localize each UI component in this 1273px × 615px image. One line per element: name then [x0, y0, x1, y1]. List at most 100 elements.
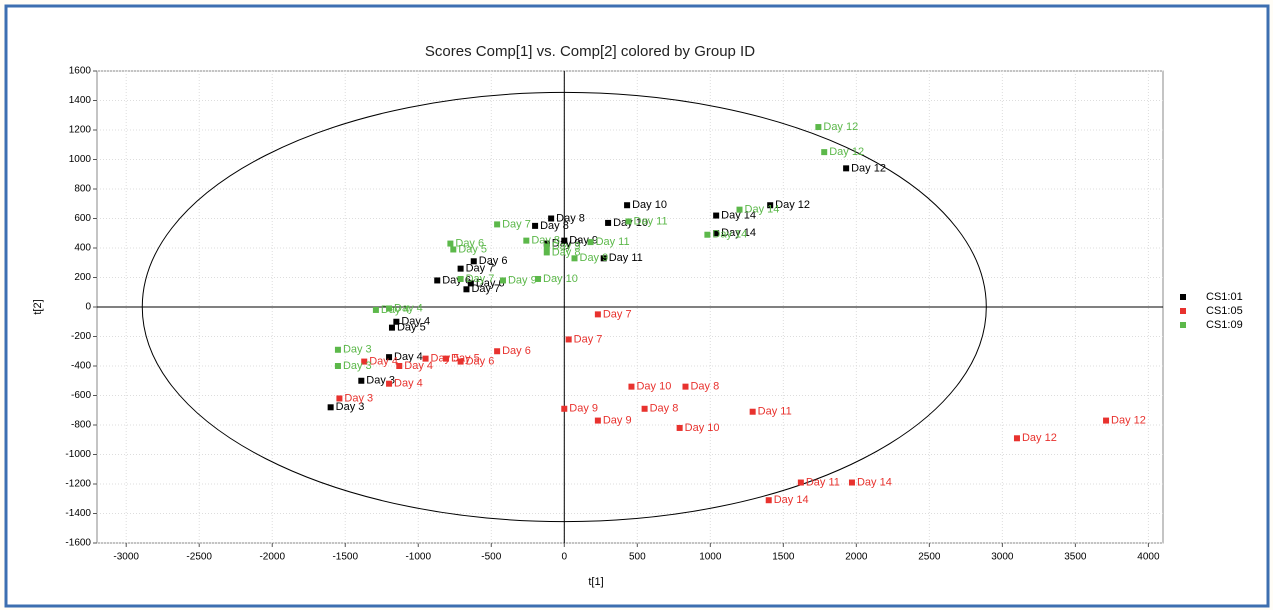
point-label: Day 4	[369, 355, 398, 367]
y-tick-label: 1000	[69, 154, 92, 165]
point	[494, 348, 501, 355]
point	[393, 318, 400, 325]
point	[749, 408, 756, 415]
point-label: Day 7	[471, 283, 500, 295]
point	[523, 237, 530, 244]
point-label: Day 5	[397, 322, 426, 334]
point	[605, 219, 612, 226]
point-label: Day 4	[401, 316, 430, 328]
point-label: Day 7	[574, 333, 603, 345]
x-tick-label: -3000	[113, 552, 139, 563]
point-label: Day 12	[829, 146, 864, 158]
point	[704, 231, 711, 238]
y-tick-label: 200	[74, 272, 91, 283]
y-tick-label: 1600	[69, 66, 92, 77]
point-label: Day 6	[476, 277, 505, 289]
point	[463, 286, 470, 293]
point-label: Day 9	[552, 237, 581, 249]
point-label: Day 7	[502, 218, 531, 230]
point	[565, 336, 572, 343]
point	[821, 149, 828, 156]
point	[797, 479, 804, 486]
point-label: Day 3	[344, 392, 373, 404]
x-tick-label: -1000	[405, 552, 431, 563]
point-label: Day 8	[556, 212, 585, 224]
point	[532, 222, 539, 229]
point-label: Day 11	[609, 252, 643, 264]
point-label: Day 12	[851, 162, 886, 174]
point-label: Day 7	[466, 263, 495, 275]
point-label: Day 8	[650, 403, 679, 415]
point	[447, 240, 454, 247]
point-label: Day 4	[381, 304, 410, 316]
point-label: Day 14	[721, 227, 756, 239]
point-label: Day 10	[543, 273, 578, 285]
point-label: Day 8	[540, 220, 569, 232]
point-label: Day 8	[531, 235, 560, 247]
point	[386, 380, 393, 387]
point-label: Day 14	[721, 209, 756, 221]
point-label: Day 9	[580, 252, 609, 264]
point	[543, 249, 550, 256]
y-tick-label: 800	[74, 184, 91, 195]
point-label: Day 12	[823, 121, 858, 133]
y-tick-label: -1200	[65, 479, 91, 490]
point-label: Day 14	[857, 476, 892, 488]
y-tick-label: 0	[85, 302, 91, 313]
y-tick-label: -1600	[65, 538, 91, 549]
point-label: Day 5	[451, 353, 480, 365]
point	[1103, 417, 1110, 424]
point-label: Day 4	[404, 360, 433, 372]
point	[628, 383, 635, 390]
point-label: Day 5	[431, 353, 460, 365]
point	[561, 405, 568, 412]
y-tick-label: 600	[74, 213, 91, 224]
point-label: Day 9	[603, 414, 632, 426]
point	[767, 202, 774, 209]
y-tick-label: -200	[71, 331, 91, 342]
point-label: Day 9	[552, 240, 581, 252]
point	[372, 306, 379, 313]
point-label: Day 4	[394, 302, 423, 314]
point	[457, 358, 464, 365]
point	[625, 218, 632, 225]
y-tick-label: 1400	[69, 95, 92, 106]
point	[388, 324, 395, 331]
point	[457, 265, 464, 272]
point-label: Day 3	[343, 344, 372, 356]
point-label: Day 6	[442, 274, 471, 286]
point	[1013, 435, 1020, 442]
point	[587, 239, 594, 246]
point	[443, 355, 450, 362]
point	[535, 275, 542, 282]
point	[765, 497, 772, 504]
point	[594, 417, 601, 424]
point-label: Day 4	[394, 351, 423, 363]
point	[494, 221, 501, 228]
point	[361, 358, 368, 365]
point-label: Day 14	[774, 494, 809, 506]
y-tick-label: -1400	[65, 508, 91, 519]
point	[815, 124, 822, 131]
point-label: Day 7	[466, 273, 495, 285]
point-label: Day 6	[479, 255, 508, 267]
point	[396, 363, 403, 369]
point	[467, 280, 474, 287]
x-tick-label: -2500	[186, 552, 212, 563]
x-tick-label: 4000	[1137, 552, 1160, 563]
point-label: Day 8	[552, 246, 581, 258]
point-label: Day 9	[569, 403, 598, 415]
x-tick-label: 1500	[772, 552, 795, 563]
y-tick-label: 400	[74, 243, 91, 254]
point	[327, 404, 334, 411]
point	[682, 383, 689, 390]
point	[624, 202, 631, 209]
point	[470, 258, 477, 265]
x-axis-label: t[1]	[588, 576, 603, 588]
point-label: Day 3	[343, 360, 372, 372]
point	[336, 395, 343, 402]
legend-swatch	[1180, 294, 1186, 300]
point	[641, 405, 648, 412]
legend-swatch	[1180, 308, 1186, 314]
legend-label: CS1:05	[1206, 305, 1243, 317]
